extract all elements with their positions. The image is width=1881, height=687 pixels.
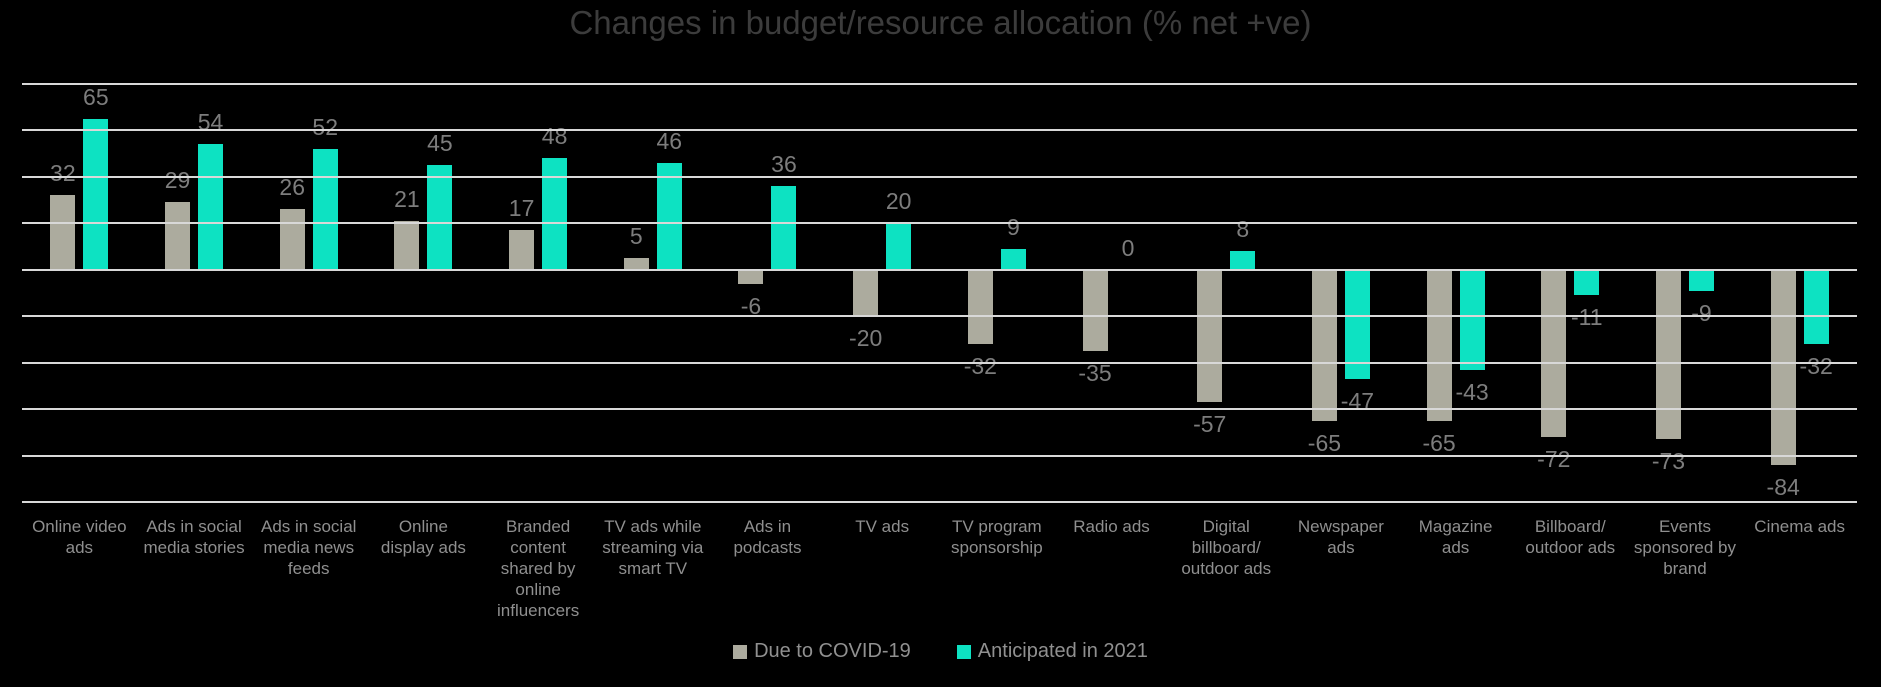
legend: Due to COVID-19 Anticipated in 2021 [0, 640, 1881, 663]
value-label: -11 [1571, 304, 1603, 331]
bar-2021 [656, 162, 682, 270]
legend-item-covid: Due to COVID-19 [733, 640, 911, 663]
category-label: Magazine ads [1418, 517, 1493, 557]
value-label: 9 [1006, 213, 1020, 240]
bar-2021 [83, 118, 109, 270]
bar-covid [738, 269, 764, 284]
value-label: -73 [1651, 448, 1686, 475]
value-label: 8 [1236, 216, 1250, 243]
bar-covid [1197, 269, 1223, 403]
category-label: Cinema ads [1754, 517, 1846, 536]
value-label: -32 [1799, 353, 1833, 380]
category-label: TV ads [855, 517, 910, 536]
category-label: Ads in podcasts [733, 517, 802, 557]
gridline [22, 83, 1857, 85]
bar-2021 [1344, 269, 1370, 379]
value-label: 21 [394, 186, 420, 212]
value-label: 17 [508, 195, 535, 222]
bar-covid [50, 195, 76, 270]
legend-label-2021: Anticipated in 2021 [977, 640, 1148, 662]
bar-covid [1426, 269, 1452, 421]
category-label: Digital billboard/ outdoor ads [1181, 517, 1272, 578]
gridline [22, 454, 1857, 457]
gridline [22, 222, 1857, 225]
gridline [22, 501, 1857, 503]
bar-covid [394, 221, 420, 270]
bar-covid [1082, 269, 1108, 352]
category-label: TV program sponsorship [951, 517, 1043, 557]
bar-covid [1770, 269, 1796, 465]
gridline [22, 315, 1857, 318]
chart-title: Changes in budget/resource allocation (%… [569, 4, 1312, 41]
value-label: 29 [164, 167, 191, 194]
value-label: -84 [1766, 473, 1800, 500]
category-label: Events sponsored by brand [1633, 517, 1736, 578]
bar-covid [509, 230, 535, 270]
value-label: -47 [1340, 387, 1375, 414]
value-label: -35 [1078, 360, 1112, 387]
category-label: Ads in social media stories [143, 517, 245, 557]
category-label: Online video ads [32, 517, 127, 557]
value-label: 65 [83, 83, 109, 110]
value-label: 54 [197, 109, 224, 136]
value-label: 5 [629, 223, 643, 250]
bar-2021 [1803, 269, 1829, 345]
value-label: -43 [1455, 378, 1489, 405]
value-label: 20 [885, 188, 912, 215]
value-label: 0 [1121, 234, 1135, 261]
bar-2021 [1459, 269, 1485, 370]
gridline [22, 129, 1857, 132]
category-label: Ads in social media news feeds [261, 517, 357, 578]
value-label: -65 [1422, 429, 1456, 456]
value-label: -57 [1193, 411, 1227, 438]
value-label: -9 [1691, 299, 1712, 326]
gridline [22, 268, 1857, 271]
bar-2021 [1000, 248, 1026, 270]
value-label: -65 [1307, 429, 1342, 456]
value-label: 46 [656, 127, 683, 154]
bar-2021 [886, 223, 912, 270]
gridline [22, 408, 1857, 411]
bar-covid [165, 202, 191, 270]
legend-swatch-covid [733, 644, 748, 659]
category-label: Online display ads [380, 517, 466, 557]
bar-2021 [312, 149, 338, 270]
bar-2021 [198, 144, 224, 270]
category-label: Billboard/ outdoor ads [1525, 517, 1616, 557]
bar-2021 [1688, 269, 1714, 291]
value-label: 32 [50, 160, 76, 187]
bar-covid [853, 269, 879, 317]
bar-covid [279, 209, 305, 270]
bar-2021 [427, 165, 453, 270]
legend-swatch-2021 [956, 644, 971, 659]
bar-covid [1541, 269, 1567, 437]
bar-covid [1311, 269, 1337, 421]
bar-covid [623, 258, 649, 270]
bar-2021 [1230, 251, 1256, 270]
category-label: Branded content shared by online influen… [496, 517, 580, 620]
legend-item-2021: Anticipated in 2021 [956, 640, 1148, 663]
value-label: -6 [740, 292, 762, 319]
value-label: 26 [279, 174, 306, 201]
bar-2021 [1574, 269, 1600, 296]
legend-label-covid: Due to COVID-19 [754, 640, 911, 662]
value-label: 45 [427, 130, 453, 157]
value-label: 52 [312, 114, 339, 141]
bar-2021 [771, 186, 797, 270]
value-label: -72 [1537, 445, 1571, 472]
value-label: 48 [541, 123, 568, 150]
gridline [22, 175, 1857, 178]
category-label: TV ads while streaming via smart TV [602, 517, 704, 578]
value-label: -32 [963, 353, 997, 380]
bar-covid [967, 269, 993, 345]
value-label: 36 [771, 151, 797, 178]
value-label: -20 [849, 325, 883, 352]
bar-covid [1655, 269, 1681, 440]
category-label: Radio ads [1073, 517, 1150, 536]
gridline [22, 361, 1857, 364]
category-label: Newspaper ads [1297, 517, 1384, 557]
